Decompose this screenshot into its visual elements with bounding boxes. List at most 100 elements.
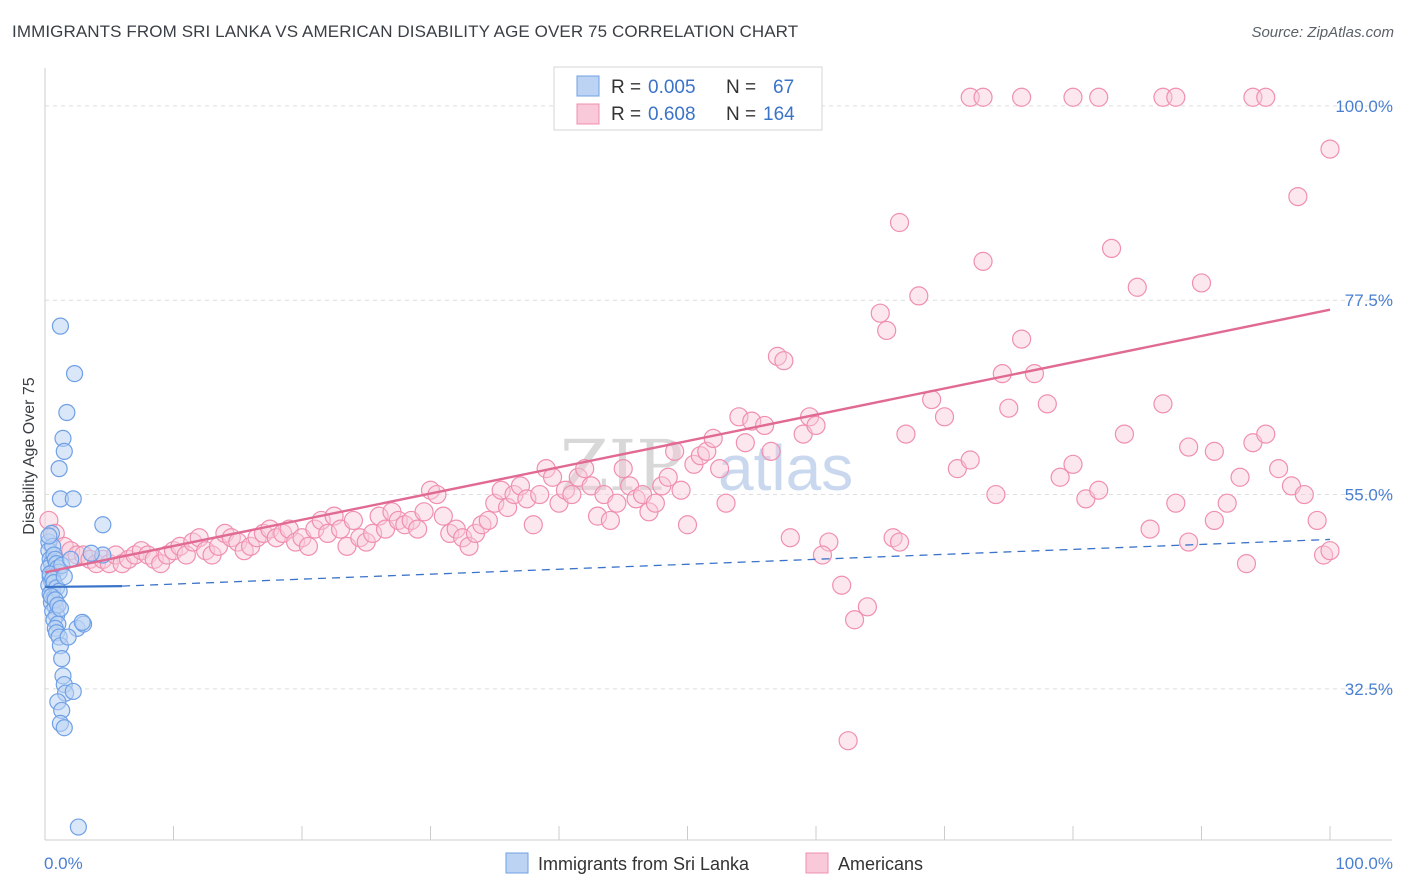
americans-point-170	[1166, 87, 1186, 107]
x-tick-label-0: 0.0%	[44, 854, 83, 873]
legend-n-value-2: 164	[763, 104, 795, 125]
y-axis-label: Disability Age Over 75	[21, 377, 38, 535]
americans-point-132	[986, 484, 1006, 505]
americans-point-138	[1050, 467, 1070, 487]
americans-point-106	[729, 407, 749, 427]
americans-point-107	[735, 433, 755, 453]
series-legend-label-sri-lanka: Immigrants from Sri Lanka	[538, 854, 750, 874]
americans-point-75	[523, 515, 543, 535]
americans-point-47	[343, 510, 363, 531]
americans-point-167	[1063, 87, 1083, 107]
americans-point-134	[999, 398, 1019, 418]
americans-point-145	[1140, 519, 1160, 539]
axes	[44, 68, 1392, 841]
sri-lanka-point-65	[82, 544, 100, 562]
americans-point-161	[838, 731, 858, 751]
americans-point-149	[1191, 273, 1212, 293]
americans-point-162	[889, 212, 910, 233]
americans-point-139	[1063, 454, 1083, 474]
americans-point-168	[1089, 87, 1109, 107]
americans-point-176	[1320, 541, 1340, 561]
y-tick-labels: 32.5% 55.0% 77.5% 100.0%	[1335, 97, 1393, 699]
legend-swatch-pink	[576, 103, 600, 125]
americans-point-151	[1217, 493, 1237, 513]
americans-point-125	[896, 424, 916, 444]
sri-lanka-point-66	[64, 682, 82, 701]
americans-point-147	[1166, 493, 1186, 513]
americans-point-165	[973, 87, 993, 107]
americans-point-58	[414, 502, 434, 522]
americans-point-118	[832, 575, 852, 595]
americans-point-122	[877, 320, 897, 341]
sri-lanka-point-57	[59, 628, 77, 646]
legend-swatch-blue	[576, 75, 600, 97]
americans-point-157	[1294, 484, 1314, 505]
americans-point-172	[1256, 87, 1276, 107]
sri-lanka-point-22	[53, 650, 71, 668]
sri-lanka-point-38	[64, 490, 82, 508]
americans-point-61	[433, 506, 453, 526]
americans-point-74	[517, 489, 537, 509]
series-legend-label-americans: Americans	[838, 854, 923, 874]
americans-point-137	[1037, 394, 1057, 414]
americans-point-130	[960, 450, 980, 470]
americans-point-120	[857, 597, 878, 617]
americans-point-126	[909, 286, 929, 306]
americans-point-128	[934, 407, 955, 427]
y-tick-label-0: 32.5%	[1345, 680, 1393, 699]
legend-n-label-1: N =	[726, 77, 756, 98]
americans-point-112	[774, 351, 794, 371]
americans-point-173	[1320, 139, 1340, 159]
y-tick-label-3: 100.0%	[1335, 97, 1393, 116]
americans-point-142	[1101, 238, 1122, 259]
sri-lanka-points	[40, 317, 112, 836]
americans-point-158	[1307, 510, 1327, 531]
americans-point-87	[600, 510, 621, 531]
source-label: Source: ZipAtlas.com	[1251, 24, 1394, 41]
americans-point-131	[973, 251, 993, 271]
americans-point-116	[806, 415, 826, 436]
americans-point-57	[408, 519, 428, 539]
legend-r-label-2: R =	[611, 104, 641, 125]
y-tick-label-2: 77.5%	[1345, 291, 1393, 310]
legend-r-value-1: 0.005	[648, 77, 696, 98]
legend-r-value-2: 0.608	[648, 104, 696, 125]
americans-point-104	[710, 459, 730, 479]
americans-point-136	[1024, 364, 1045, 384]
americans-point-85	[587, 506, 608, 526]
sri-lanka-point-36	[50, 460, 68, 478]
series-legend: Immigrants from Sri Lanka Americans	[505, 852, 923, 874]
sri-lanka-point-39	[94, 516, 112, 534]
sri-lanka-point-55	[51, 599, 70, 618]
americans-point-119	[844, 610, 865, 630]
chart-title: IMMIGRANTS FROM SRI LANKA VS AMERICAN DI…	[12, 22, 799, 41]
stats-legend: R = 0.005 N = 67 R = 0.608 N = 164	[553, 66, 823, 131]
americans-point-113	[780, 528, 800, 548]
americans-point-43	[318, 523, 338, 544]
x-tick-label-1: 100.0%	[1335, 854, 1393, 873]
sri-lanka-point-29	[55, 719, 73, 737]
sri-lanka-point-60	[40, 527, 58, 545]
americans-point-98	[671, 480, 691, 500]
legend-r-label-1: R =	[611, 77, 641, 98]
americans-point-166	[1011, 87, 1032, 107]
sri-lanka-point-33	[58, 403, 76, 422]
legend-n-label-2: N =	[726, 104, 756, 125]
americans-points	[39, 87, 1340, 751]
americans-point-108	[742, 411, 762, 431]
americans-point-133	[992, 364, 1012, 384]
americans-point-50	[363, 523, 383, 544]
sri-lanka-trend-line	[44, 584, 123, 589]
americans-point-68	[478, 510, 498, 531]
americans-point-141	[1089, 480, 1109, 500]
americans-point-89	[613, 459, 633, 479]
sri-lanka-point-35	[55, 442, 73, 460]
series-legend-swatch-pink	[805, 852, 829, 874]
americans-point-103	[703, 428, 723, 449]
americans-point-70	[491, 480, 511, 500]
americans-point-175	[1236, 554, 1257, 574]
americans-point-105	[716, 493, 736, 513]
americans-point-94	[645, 493, 665, 513]
americans-point-163	[1288, 186, 1308, 207]
